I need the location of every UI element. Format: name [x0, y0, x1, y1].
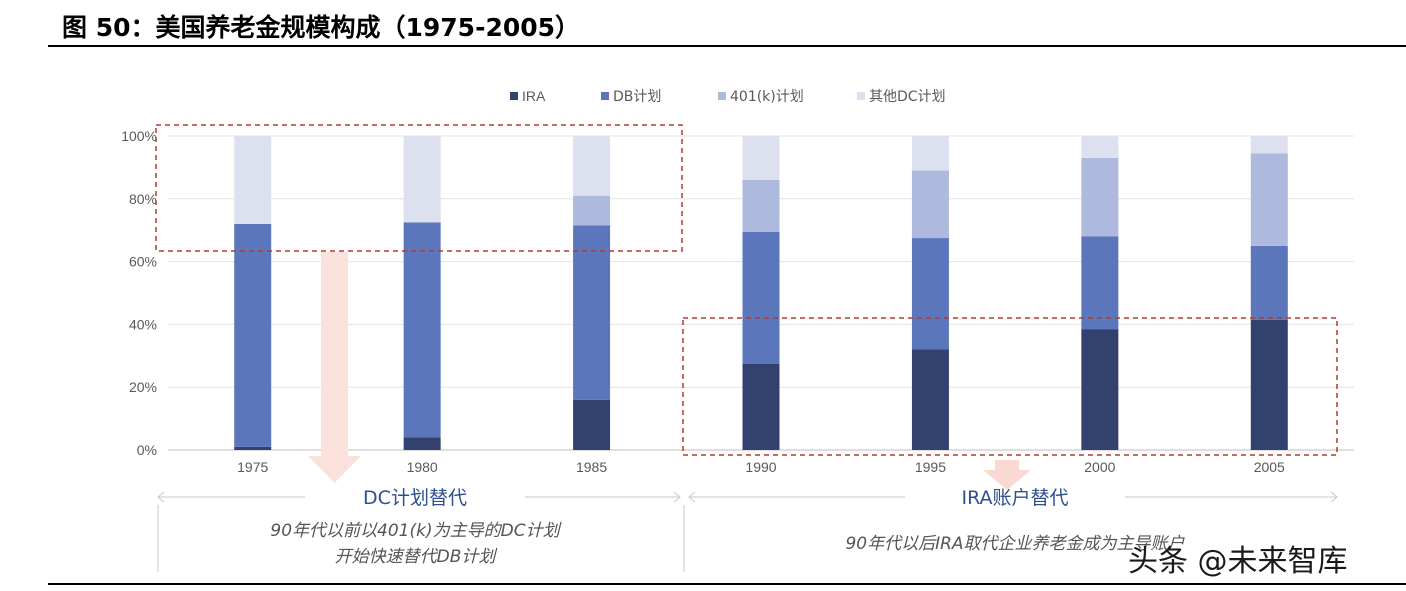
annotation-dc-replacement: DC计划替代	[363, 487, 467, 509]
x-axis-ticks: 1975 1980 1985 1990 1995 2000 2005	[237, 459, 1285, 475]
bracket-right	[683, 491, 1338, 572]
down-arrow-left	[308, 252, 361, 483]
x-tick-label: 2005	[1254, 459, 1285, 475]
bar-segment-1985-2	[573, 195, 611, 226]
bar-segment-2000-1	[1081, 236, 1119, 330]
annotation-ira-replacement: IRA账户替代	[961, 487, 1068, 509]
legend-swatch-other-dc	[857, 92, 865, 100]
x-tick-label: 1980	[407, 459, 438, 475]
bar-segment-2005-3	[1250, 136, 1288, 154]
legend-swatch-db	[601, 92, 609, 100]
y-tick-label: 40%	[129, 316, 157, 332]
title-rule	[48, 45, 1406, 47]
legend-swatch-ira	[510, 92, 518, 100]
x-tick-label: 1975	[237, 459, 268, 475]
bar-segment-2005-1	[1250, 245, 1288, 320]
bar-segment-1995-3	[911, 136, 949, 171]
highlight-box-early	[155, 124, 683, 252]
bottom-rule	[48, 583, 1406, 585]
x-tick-label: 1990	[745, 459, 776, 475]
bar-segment-1975-3	[234, 136, 272, 224]
y-axis-ticks: 0% 20% 40% 60% 80% 100%	[121, 128, 157, 458]
x-tick-label: 2000	[1084, 459, 1115, 475]
highlight-box-late	[682, 317, 1338, 456]
bar-segment-1990-3	[742, 136, 780, 180]
bar-segment-1995-2	[911, 170, 949, 239]
bar-segment-1980-0	[403, 437, 441, 450]
bar-segment-1980-1	[403, 222, 441, 438]
y-tick-label: 0%	[137, 442, 157, 458]
bar-segment-1995-0	[911, 349, 949, 450]
bar-segment-1985-0	[573, 399, 611, 450]
bar-segment-1975-1	[234, 223, 272, 447]
watermark: 头条 @未来智库	[1128, 544, 1348, 579]
y-tick-label: 60%	[129, 254, 157, 270]
bar-segment-1980-3	[403, 136, 441, 223]
down-arrow-right	[983, 460, 1031, 490]
bar-segment-2005-0	[1250, 319, 1288, 450]
bars	[234, 136, 1288, 450]
x-tick-label: 1995	[915, 459, 946, 475]
note-left-line1: 90年代以前以401(k)为主导的DC计划	[270, 521, 562, 541]
bracket-left	[157, 491, 681, 572]
bar-segment-1985-3	[573, 136, 611, 196]
bar-segment-1975-0	[234, 446, 272, 450]
y-tick-label: 100%	[121, 128, 157, 144]
legend-label-401k: 401(k)计划	[730, 89, 804, 105]
bar-segment-2000-2	[1081, 157, 1119, 237]
figure-title: 图 50：美国养老金规模构成（1975-2005）	[62, 13, 581, 42]
note-left-line2: 开始快速替代DB计划	[335, 547, 499, 567]
bar-segment-1995-1	[911, 238, 949, 350]
y-tick-label: 80%	[129, 191, 157, 207]
bar-segment-1990-1	[742, 231, 780, 364]
legend-label-ira: IRA	[522, 88, 546, 104]
legend-label-db: DB计划	[613, 89, 661, 105]
bar-segment-2000-3	[1081, 136, 1119, 158]
bar-segment-1985-1	[573, 225, 611, 400]
x-tick-label: 1985	[576, 459, 607, 475]
bar-segment-2000-0	[1081, 329, 1119, 450]
y-tick-label: 20%	[129, 379, 157, 395]
bar-segment-1990-2	[742, 179, 780, 232]
legend: IRA DB计划 401(k)计划 其他DC计划	[510, 88, 946, 105]
note-right: 90年代以后IRA取代企业养老金成为主导账户	[845, 534, 1185, 554]
legend-swatch-401k	[718, 92, 726, 100]
legend-label-other-dc: 其他DC计划	[869, 89, 946, 105]
bar-segment-2005-2	[1250, 153, 1288, 246]
bar-segment-1990-0	[742, 363, 780, 450]
